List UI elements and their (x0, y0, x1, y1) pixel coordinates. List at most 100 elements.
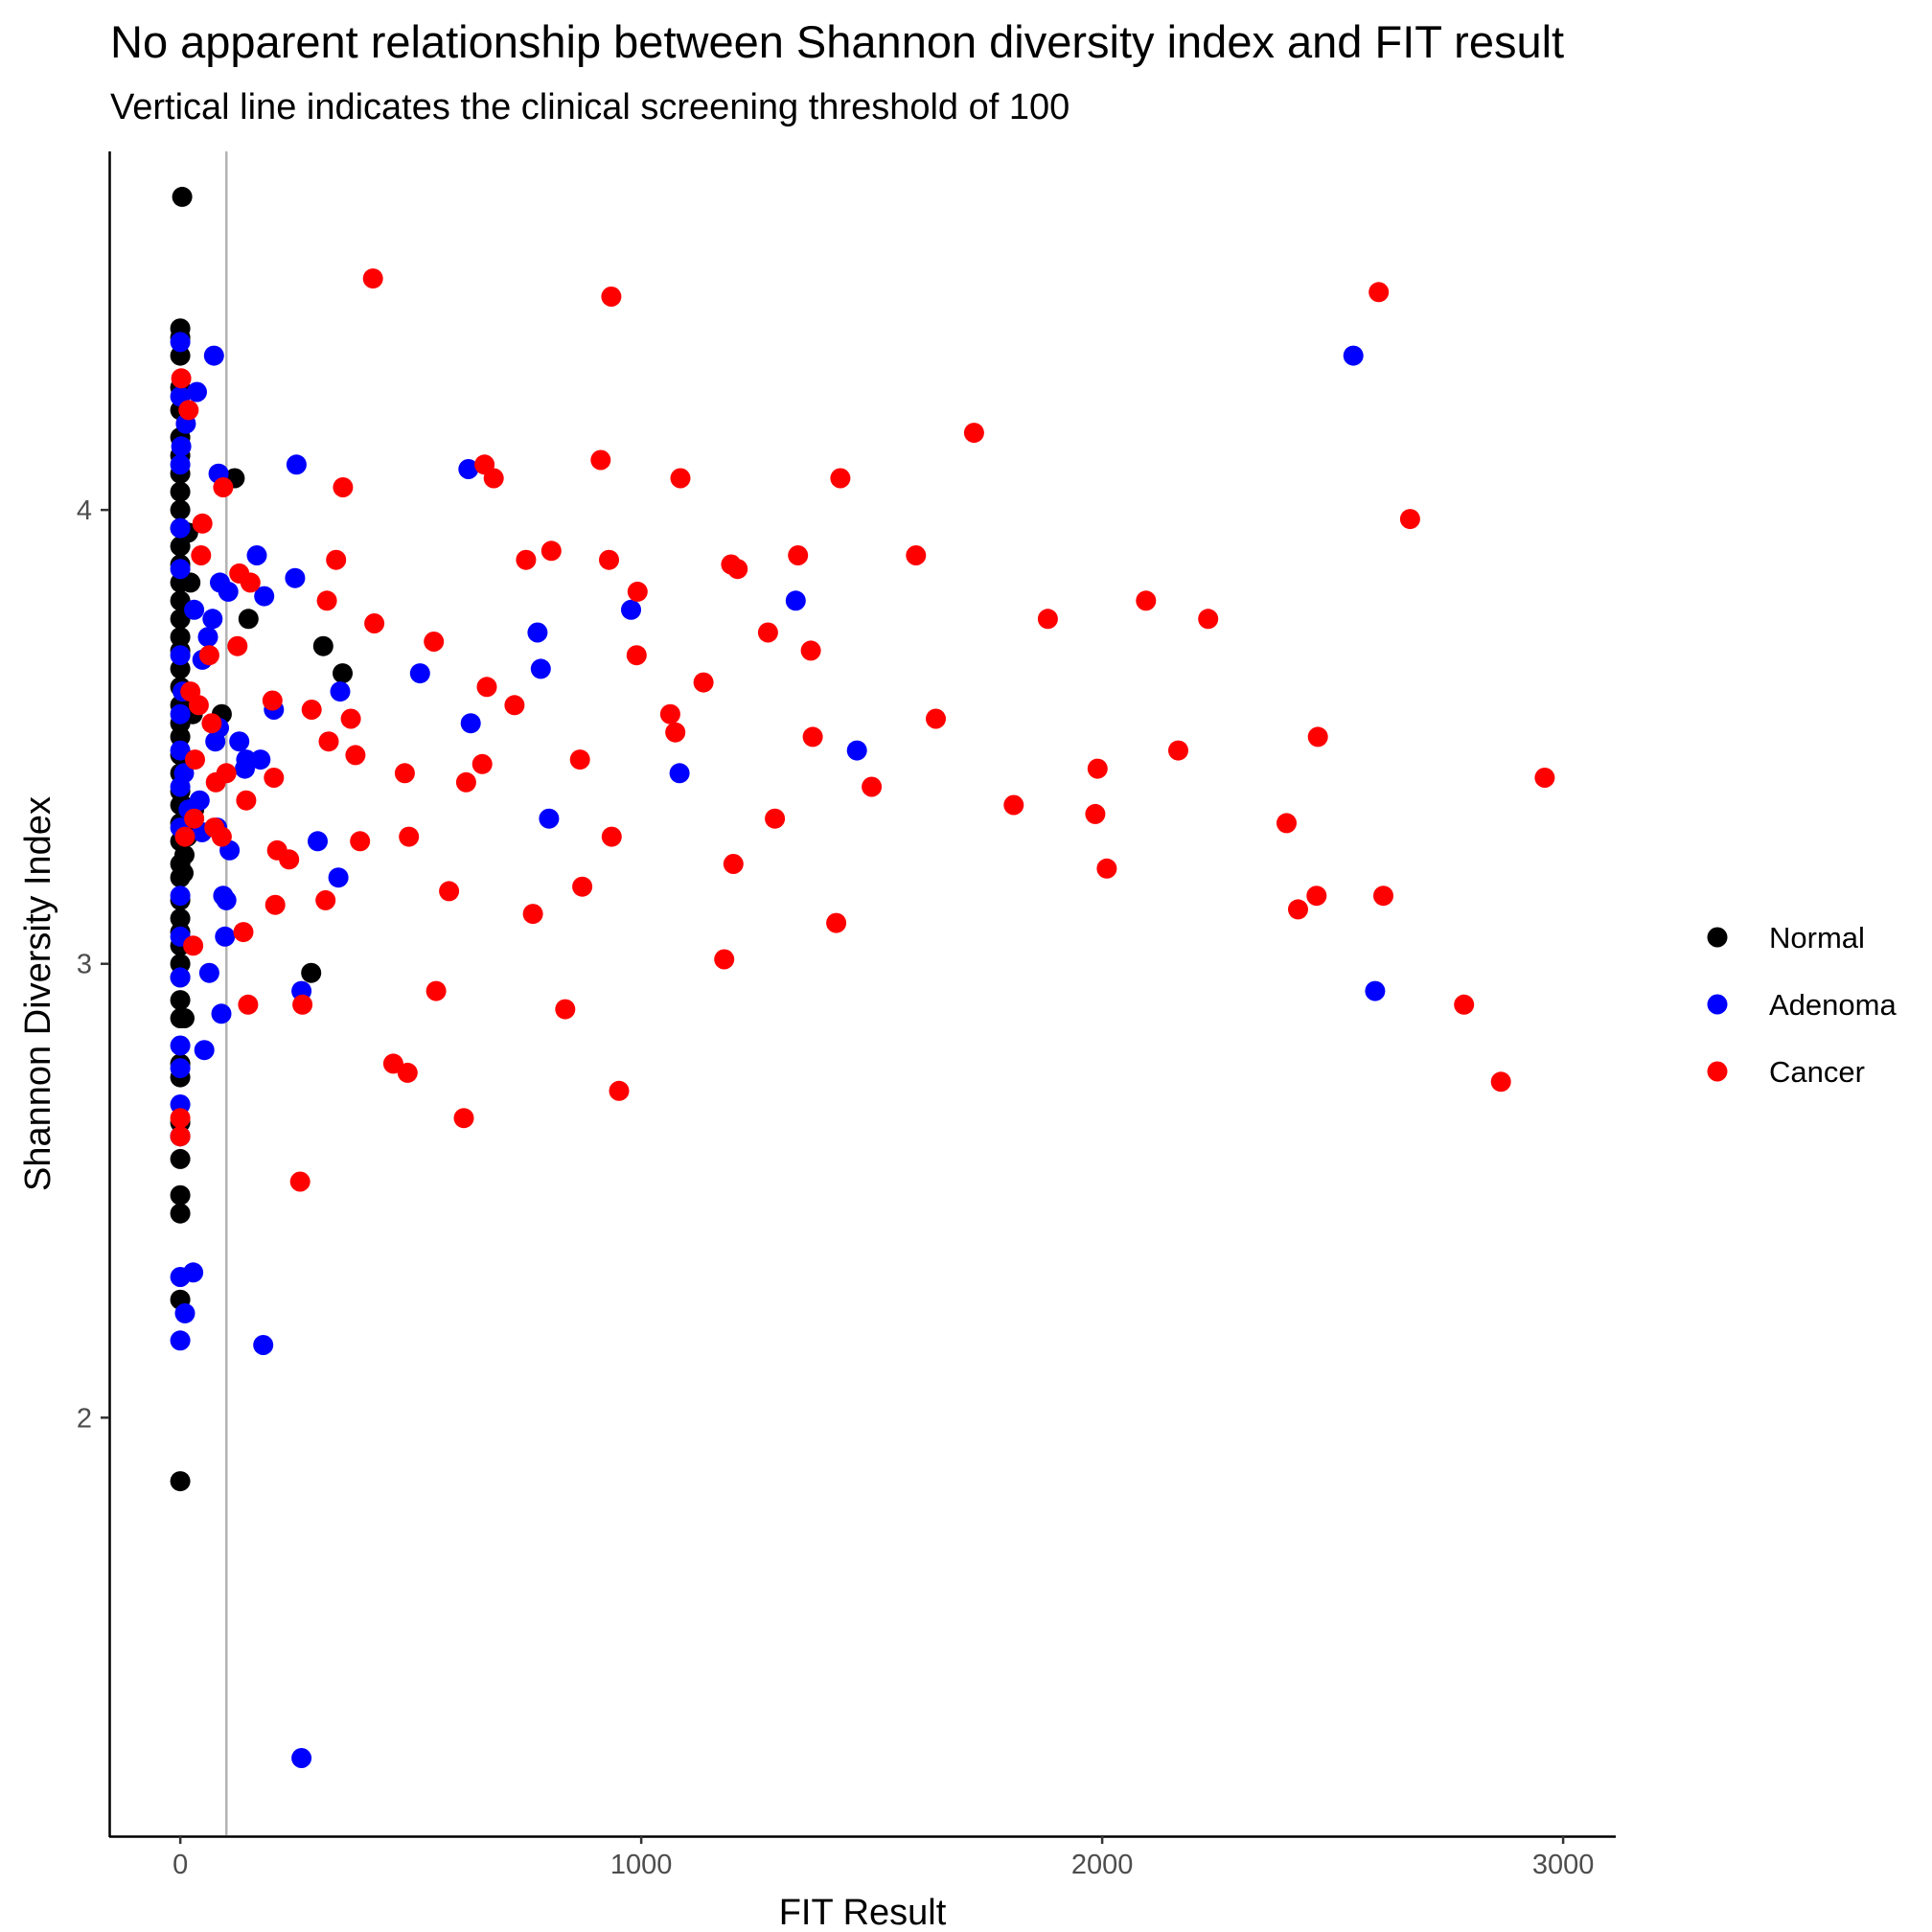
adenoma-point (250, 749, 271, 770)
cancer-point (599, 549, 619, 570)
cancer-point (723, 854, 744, 874)
cancer-point (191, 545, 212, 565)
cancer-point (170, 1126, 191, 1147)
cancer-point (626, 645, 647, 666)
cancer-point (1490, 1071, 1511, 1092)
cancer-point (316, 590, 337, 611)
cancer-point (345, 745, 366, 766)
cancer-point (185, 749, 205, 770)
normal-point (174, 844, 195, 865)
cancer-point (572, 876, 593, 897)
adenoma-point (170, 1058, 191, 1079)
cancer-point (826, 912, 847, 933)
normal-point (170, 499, 191, 520)
cancer-point (233, 922, 254, 943)
adenoma-point (187, 381, 207, 402)
adenoma-point (460, 713, 481, 734)
normal-point (301, 962, 322, 983)
adenoma-point (170, 1330, 191, 1351)
adenoma-point (216, 889, 237, 910)
cancer-point (174, 826, 196, 847)
x-tick-label: 2000 (1071, 1850, 1134, 1880)
normal-point (172, 186, 193, 207)
normal-point (174, 1008, 195, 1028)
cancer-point (788, 545, 809, 565)
adenoma-point (215, 926, 236, 947)
cancer-point (540, 540, 562, 562)
normal-point (312, 635, 334, 656)
adenoma-point (253, 1335, 274, 1355)
cancer-point (1373, 886, 1393, 907)
adenoma-point (236, 749, 257, 770)
adenoma-point (170, 645, 191, 666)
y-tick-label: 3 (77, 950, 92, 980)
cancer-point (201, 713, 222, 734)
adenoma-point (189, 790, 210, 811)
cancer-point (315, 889, 336, 910)
cancer-point (213, 477, 234, 497)
cancer-point (830, 468, 851, 489)
cancer-point (289, 1171, 310, 1192)
adenoma-point (669, 763, 690, 784)
cancer-point (555, 999, 576, 1020)
cancer-point (1168, 740, 1188, 761)
normal-point (173, 862, 194, 884)
normal-point (170, 1148, 191, 1169)
normal-point (333, 663, 353, 684)
cancer-point (424, 632, 445, 652)
legend-cancer-key (1707, 1061, 1728, 1082)
cancer-point (399, 826, 420, 847)
cancer-point (609, 1080, 630, 1101)
adenoma-point (184, 599, 205, 620)
adenoma-point (170, 518, 191, 539)
cancer-point (800, 640, 821, 661)
cancer-point (211, 826, 232, 847)
cancer-point (569, 749, 590, 770)
cancer-point (171, 368, 192, 389)
cancer-point (693, 672, 714, 693)
normal-point (170, 908, 191, 929)
adenoma-point (621, 599, 641, 620)
adenoma-point (170, 559, 191, 580)
cancer-point (516, 549, 537, 570)
adenoma-point (170, 703, 191, 724)
normal-point (170, 627, 191, 648)
cancer-point (1368, 282, 1390, 303)
adenoma-point (183, 1262, 204, 1283)
adenoma-point (202, 609, 223, 630)
cancer-point (1198, 609, 1219, 630)
cancer-point (862, 776, 883, 797)
adenoma-point (229, 731, 250, 752)
adenoma-point (246, 545, 267, 565)
cancer-point (601, 287, 622, 307)
y-axis-title: Shannon Diversity Index (18, 796, 58, 1191)
normal-point (170, 1203, 191, 1224)
chart-subtitle: Vertical line indicates the clinical scr… (110, 87, 1070, 127)
x-tick-label: 3000 (1532, 1850, 1595, 1880)
y-tick-label: 2 (77, 1403, 92, 1434)
normal-point (170, 481, 191, 502)
adenoma-point (286, 454, 307, 475)
cancer-point (1399, 509, 1420, 530)
normal-point (238, 609, 259, 630)
cancer-point (326, 549, 347, 570)
adenoma-point (846, 740, 867, 761)
cancer-point (333, 477, 354, 497)
y-axis-ticks: 2 3 4 (77, 495, 109, 1434)
cancer-point (397, 1062, 418, 1083)
cancer-point (236, 790, 257, 811)
cancer-point (1096, 858, 1117, 879)
cancer-point (1534, 768, 1555, 788)
cancer-point (714, 949, 735, 970)
cancer-point (472, 753, 493, 774)
adenoma-point (211, 1003, 232, 1024)
cancer-point (170, 1108, 191, 1129)
adenoma-point (218, 581, 239, 602)
cancer-point (264, 894, 286, 915)
cancer-point (350, 831, 371, 852)
cancer-point (227, 635, 248, 656)
adenoma-point (170, 740, 191, 761)
adenoma-point (285, 567, 306, 588)
data-points-layer (170, 186, 1555, 1768)
